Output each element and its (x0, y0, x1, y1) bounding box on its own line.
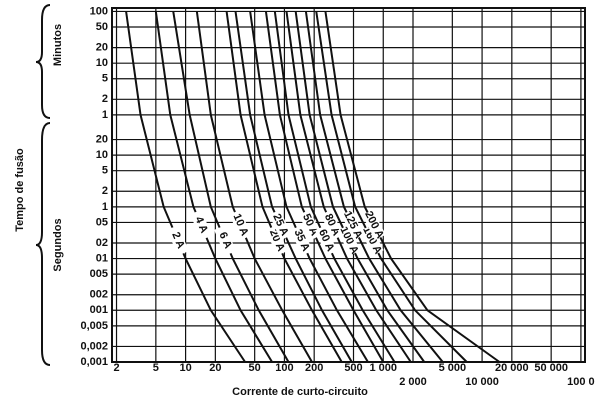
y-tick-label: 0,005 (80, 320, 108, 332)
curve-label-bg (166, 225, 189, 256)
y-tick-label: 002 (90, 289, 108, 301)
curve-label-bg (320, 209, 344, 241)
x-tick-label: 2 000 (399, 376, 427, 388)
x-axis-label: Corrente de curto-circuito (232, 386, 368, 398)
curve-label-bg (341, 209, 365, 241)
y-tick-label: 20 (96, 133, 108, 145)
x-tick-label: 10 000 (465, 376, 499, 388)
curve-label-bg (360, 225, 384, 256)
y-tick-label: 001 (90, 304, 108, 316)
y-tick-label: 100 (90, 5, 108, 17)
y-tick-label: 05 (96, 216, 108, 228)
y-tick-label: 5 (102, 165, 108, 177)
y-tick-label: 005 (90, 268, 108, 280)
minutes-brace (35, 4, 51, 119)
x-tick-label: 100 (275, 362, 293, 374)
y-tick-label: 5 (102, 73, 108, 85)
curve-label-bg (337, 225, 361, 256)
x-tick-label: 50 (249, 362, 261, 374)
seconds-brace (35, 122, 51, 366)
y-tick-label: 01 (96, 252, 108, 264)
seconds-label: Segundos (52, 218, 64, 271)
curve-label-bg (298, 209, 322, 241)
curve-label-bg (269, 209, 292, 241)
y-tick-label: 1 (102, 201, 108, 213)
curve-label-bg (190, 209, 213, 241)
curve-label-bg (229, 209, 252, 241)
y-tick-label: 2 (102, 93, 108, 105)
curve-label-bg (290, 225, 313, 256)
curve-label-bg (214, 225, 237, 256)
x-tick-label: 100 0 (567, 376, 595, 388)
x-tick-label: 500 (344, 362, 362, 374)
x-tick-label: 20 (209, 362, 221, 374)
x-tick-label: 50 000 (534, 362, 568, 374)
y-tick-label: 50 (96, 21, 108, 33)
y-axis-label: Tempo de fusão (14, 148, 26, 232)
x-tick-label: 200 (305, 362, 323, 374)
y-tick-label: 0,002 (80, 340, 108, 352)
y-tick-label: 1 (102, 109, 108, 121)
x-tick-label: 10 (179, 362, 191, 374)
curve-label-bg (265, 225, 288, 256)
x-tick-label: 1 000 (369, 362, 397, 374)
x-tick-label: 2 (113, 362, 119, 374)
y-tick-label: 0,001 (80, 356, 108, 368)
minutes-label: Minutos (52, 24, 64, 66)
x-tick-label: 20 000 (495, 362, 529, 374)
y-tick-label: 10 (96, 57, 108, 69)
y-tick-label: 20 (96, 42, 108, 54)
y-tick-label: 10 (96, 149, 108, 161)
curve-label-bg (314, 225, 338, 256)
y-tick-label: 02 (96, 237, 108, 249)
y-tick-label: 2 (102, 185, 108, 197)
curve-label-bg (362, 209, 386, 241)
x-tick-label: 5 000 (439, 362, 467, 374)
x-tick-label: 5 (153, 362, 159, 374)
